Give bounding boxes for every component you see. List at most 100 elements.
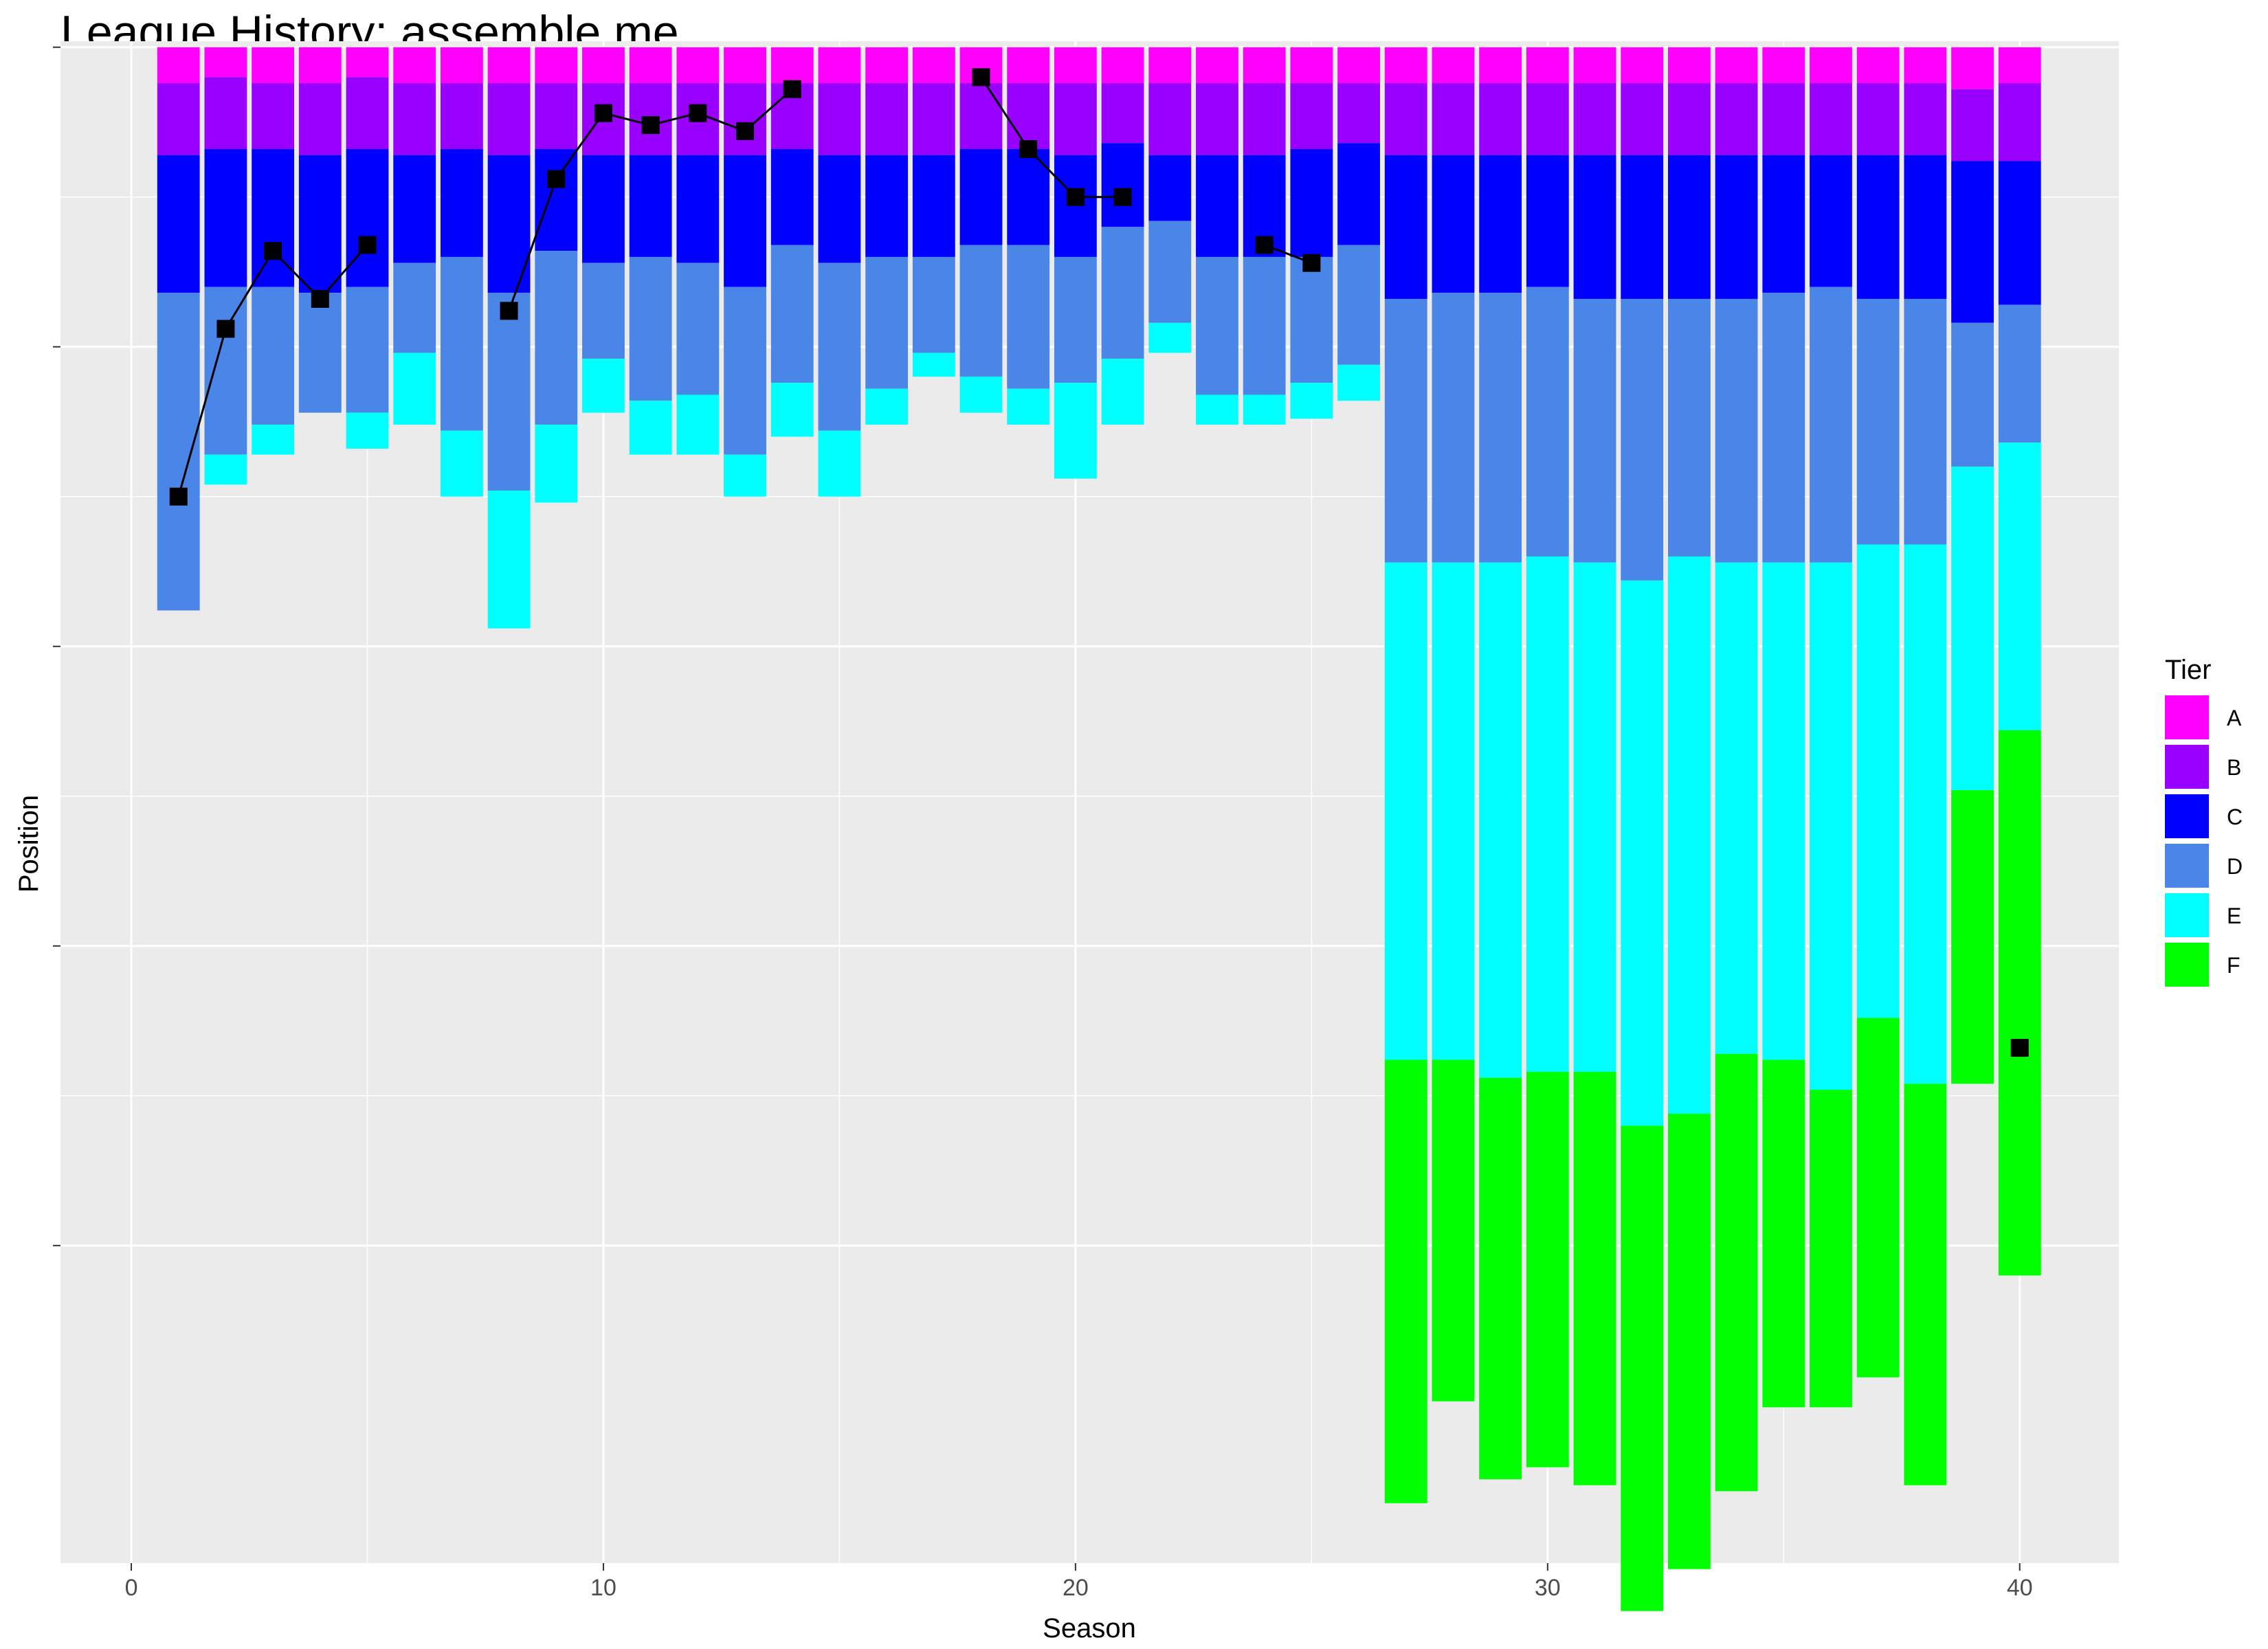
bar-season-9-tier-A bbox=[535, 47, 578, 84]
bar-season-20-tier-D bbox=[1054, 256, 1097, 383]
bar-season-29-tier-F bbox=[1479, 1077, 1522, 1479]
bar-season-23-tier-E bbox=[1196, 394, 1238, 425]
bar-season-12-tier-A bbox=[676, 47, 720, 84]
bar-season-2-tier-A bbox=[204, 47, 247, 78]
bar-season-1-tier-B bbox=[157, 83, 200, 155]
bar-season-16-tier-A bbox=[865, 47, 909, 84]
legend-label-A: A bbox=[2227, 706, 2242, 730]
bar-season-25-tier-A bbox=[1290, 47, 1333, 84]
bar-season-3-tier-D bbox=[252, 287, 295, 425]
legend-key-E bbox=[2165, 893, 2209, 937]
bar-season-5-tier-A bbox=[346, 47, 389, 78]
position-point-season-11 bbox=[641, 116, 660, 135]
bar-season-37-tier-B bbox=[1856, 83, 1900, 155]
bar-season-27-tier-D bbox=[1384, 298, 1427, 563]
bar-season-29-tier-E bbox=[1479, 562, 1522, 1078]
bar-season-12-tier-E bbox=[676, 394, 720, 455]
bar-season-25-tier-B bbox=[1290, 83, 1333, 149]
bar-season-28-tier-C bbox=[1432, 155, 1475, 293]
bar-season-14-tier-E bbox=[770, 383, 814, 437]
bar-season-23-tier-D bbox=[1196, 256, 1238, 395]
bar-season-13-tier-E bbox=[724, 454, 766, 497]
bar-season-27-tier-E bbox=[1384, 562, 1427, 1060]
bar-season-24-tier-A bbox=[1243, 47, 1286, 84]
position-line-layer bbox=[169, 68, 2029, 1057]
bar-season-4-tier-C bbox=[298, 155, 342, 293]
bar-season-3-tier-B bbox=[252, 83, 295, 149]
position-line-segment bbox=[177, 328, 227, 497]
bar-season-15-tier-C bbox=[818, 155, 861, 263]
bar-season-16-tier-C bbox=[865, 155, 909, 257]
bar-season-31-tier-D bbox=[1573, 298, 1616, 563]
bar-season-32-tier-C bbox=[1621, 155, 1664, 299]
bar-season-28-tier-A bbox=[1432, 47, 1475, 84]
bar-season-29-tier-A bbox=[1479, 47, 1522, 84]
bar-season-34-tier-E bbox=[1715, 562, 1758, 1054]
bar-season-23-tier-C bbox=[1196, 155, 1238, 257]
bar-season-28-tier-D bbox=[1432, 293, 1475, 563]
bar-season-13-tier-C bbox=[724, 155, 766, 287]
bar-season-29-tier-C bbox=[1479, 155, 1522, 293]
bar-season-32-tier-F bbox=[1621, 1125, 1664, 1611]
x-axis-title: Season bbox=[1043, 1613, 1136, 1644]
bar-season-34-tier-C bbox=[1715, 155, 1758, 299]
bar-season-24-tier-B bbox=[1243, 83, 1286, 155]
bar-season-37-tier-A bbox=[1856, 47, 1900, 84]
bar-season-39-tier-D bbox=[1951, 322, 1994, 467]
bar-season-32-tier-D bbox=[1621, 298, 1664, 581]
position-point-season-40 bbox=[2010, 1039, 2029, 1057]
x-tick-label: 20 bbox=[1063, 1575, 1089, 1601]
bars-layer bbox=[157, 47, 2041, 1611]
bar-season-38-tier-D bbox=[1904, 298, 1947, 545]
bar-season-26-tier-E bbox=[1337, 364, 1380, 401]
bar-season-26-tier-D bbox=[1337, 245, 1380, 365]
position-point-season-12 bbox=[689, 104, 707, 122]
bar-season-8-tier-A bbox=[487, 47, 531, 84]
bar-season-33-tier-E bbox=[1667, 556, 1711, 1114]
position-point-season-14 bbox=[783, 80, 801, 98]
bar-season-13-tier-D bbox=[724, 287, 766, 455]
bar-season-11-tier-E bbox=[629, 401, 672, 455]
bar-season-9-tier-E bbox=[535, 425, 578, 503]
bar-season-22-tier-A bbox=[1148, 47, 1192, 84]
legend-label-D: D bbox=[2227, 854, 2243, 879]
bar-season-9-tier-C bbox=[535, 148, 578, 251]
bar-season-16-tier-D bbox=[865, 256, 909, 389]
legend-key-F bbox=[2165, 943, 2209, 987]
bar-season-40-tier-E bbox=[1998, 442, 2041, 730]
bar-season-32-tier-E bbox=[1621, 580, 1664, 1126]
bar-season-39-tier-B bbox=[1951, 89, 1994, 161]
bar-season-30-tier-B bbox=[1526, 83, 1569, 155]
bar-season-30-tier-C bbox=[1526, 155, 1569, 287]
position-point-season-10 bbox=[594, 104, 612, 122]
bar-season-7-tier-E bbox=[440, 430, 483, 497]
bar-season-11-tier-C bbox=[629, 155, 672, 257]
position-line-segment bbox=[555, 112, 605, 180]
bar-season-24-tier-E bbox=[1243, 394, 1286, 425]
bar-season-9-tier-B bbox=[535, 83, 578, 149]
position-line-segment bbox=[225, 250, 274, 330]
bar-season-38-tier-B bbox=[1904, 83, 1947, 155]
bar-season-17-tier-C bbox=[912, 155, 955, 257]
bar-season-38-tier-F bbox=[1904, 1084, 1947, 1485]
bar-season-17-tier-D bbox=[912, 256, 955, 353]
bar-season-17-tier-A bbox=[912, 47, 955, 84]
bar-season-4-tier-A bbox=[298, 47, 342, 84]
bar-season-4-tier-D bbox=[298, 293, 342, 413]
bar-season-27-tier-F bbox=[1384, 1059, 1427, 1503]
position-point-season-21 bbox=[1113, 188, 1132, 206]
bar-season-1-tier-D bbox=[157, 293, 200, 611]
bar-season-32-tier-B bbox=[1621, 83, 1664, 155]
position-point-season-25 bbox=[1302, 254, 1321, 272]
bar-season-18-tier-B bbox=[959, 83, 1003, 149]
legend-key-B bbox=[2165, 745, 2209, 789]
bar-season-38-tier-E bbox=[1904, 544, 1947, 1084]
bar-season-19-tier-D bbox=[1007, 245, 1050, 389]
bar-season-37-tier-D bbox=[1856, 298, 1900, 545]
bar-season-2-tier-B bbox=[204, 77, 247, 149]
bar-season-34-tier-F bbox=[1715, 1053, 1758, 1492]
bar-season-3-tier-A bbox=[252, 47, 295, 84]
bar-season-27-tier-B bbox=[1384, 83, 1427, 155]
bar-season-23-tier-A bbox=[1196, 47, 1238, 84]
bar-season-18-tier-C bbox=[959, 148, 1003, 245]
